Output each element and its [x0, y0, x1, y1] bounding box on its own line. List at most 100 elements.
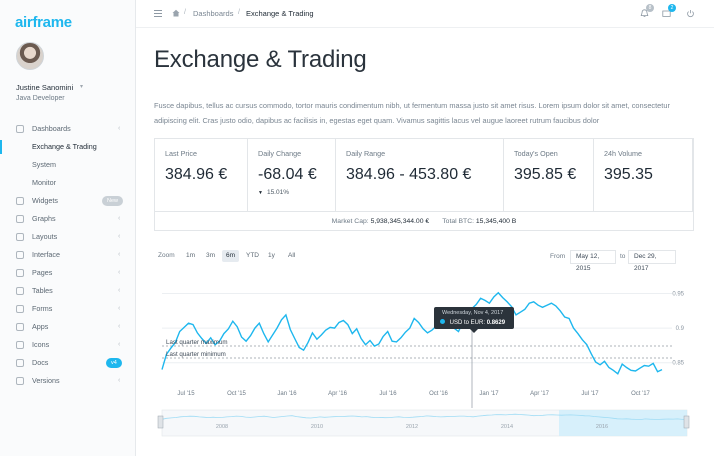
icons-icon [16, 341, 24, 349]
versions-icon [16, 377, 24, 385]
user-name[interactable]: Justine Sanomini [16, 83, 74, 92]
x-tick-label: Jul '16 [379, 391, 397, 397]
sidebar-item-interface[interactable]: Interface ‹ [0, 246, 136, 264]
zoom-3m-button[interactable]: 3m [206, 252, 216, 259]
sidebar-item-icons[interactable]: Icons ‹ [0, 336, 136, 354]
range-from-input[interactable]: May 12, 2015 [570, 250, 616, 272]
breadcrumb-dashboards[interactable]: Dashboards [193, 9, 234, 18]
sidebar-item-label: Pages [32, 268, 53, 277]
chevron-left-icon: ‹ [118, 377, 121, 384]
y-tick-label: 0.95 [672, 291, 684, 297]
navigator-year-label: 2016 [596, 424, 608, 430]
zoom-ytd-button[interactable]: YTD [246, 252, 259, 259]
stat-label: Today's Open [514, 149, 558, 158]
sidebar-item-label: Forms [32, 304, 53, 313]
home-icon[interactable] [172, 9, 180, 17]
sidebar-item-widgets[interactable]: Widgets New [0, 192, 136, 210]
stat-value: 395.35 [604, 166, 653, 183]
caret-down-icon: ▼ [258, 190, 263, 196]
sidebar-item-apps[interactable]: Apps ‹ [0, 318, 136, 336]
zoom-bar: Zoom 1m 3m 6m YTD 1y All [158, 250, 295, 262]
stat-value: 384.96 € [165, 166, 228, 183]
range-to-input[interactable]: Dec 29, 2017 [628, 250, 676, 272]
navigator-selection [559, 410, 687, 436]
stat-value: -68.04 € [258, 166, 317, 183]
sidebar-item-label: Dashboards [32, 124, 71, 133]
sidebar-item-tables[interactable]: Tables ‹ [0, 282, 136, 300]
breadcrumb-separator: / [184, 9, 186, 16]
sidebar-item-label: Monitor [32, 178, 56, 187]
tables-icon [16, 287, 24, 295]
total-btc-value: 15,345,400 B [475, 218, 517, 225]
stat-label: Last Price [165, 149, 197, 158]
zoom-1m-button[interactable]: 1m [186, 252, 196, 259]
chevron-left-icon: ‹ [118, 125, 121, 132]
zoom-label: Zoom [158, 252, 175, 259]
tooltip-value: 0.8629 [486, 320, 506, 326]
zoom-1y-button[interactable]: 1y [268, 252, 275, 259]
sidebar-item-label: Widgets [32, 196, 58, 205]
x-tick-label: Oct '17 [631, 391, 650, 397]
stat-change-percent-value: 15.01% [266, 189, 289, 196]
stat-value: 395.85 € [514, 166, 577, 183]
stat-daily-change: Daily Change -68.04 € ▼ 15.01% [248, 139, 336, 211]
navigator-year-label: 2008 [216, 424, 228, 430]
page-intro: Fusce dapibus, tellus ac cursus commodo,… [154, 101, 670, 125]
zoom-6m-button[interactable]: 6m [222, 250, 240, 262]
version-badge: v4 [106, 358, 122, 368]
x-tick-label: Apr '16 [328, 391, 347, 397]
sidebar-item-label: Icons [32, 340, 50, 349]
menu-icon[interactable] [154, 10, 162, 17]
power-icon[interactable] [686, 9, 695, 18]
sidebar-item-label: Exchange & Trading [32, 142, 97, 151]
navigator-year-label: 2012 [406, 424, 418, 430]
docs-icon [16, 359, 24, 367]
chevron-left-icon: ‹ [118, 305, 121, 312]
sidebar-item-dashboards[interactable]: Dashboards ‹ [0, 120, 136, 138]
user-role: Java Developer [16, 95, 65, 102]
home-icon [16, 125, 24, 133]
sidebar-item-layouts[interactable]: Layouts ‹ [0, 228, 136, 246]
sidebar-item-forms[interactable]: Forms ‹ [0, 300, 136, 318]
graphs-icon [16, 215, 24, 223]
new-badge: New [102, 196, 124, 206]
sidebar-item-exchange-trading[interactable]: Exchange & Trading [0, 138, 136, 156]
navigator-handle-right[interactable] [683, 415, 690, 429]
sidebar-item-system[interactable]: System [0, 156, 136, 174]
topbar: / Dashboards / Exchange & Trading 8 2 [136, 0, 714, 28]
zoom-all-button[interactable]: All [288, 252, 296, 259]
x-tick-label: Apr '17 [530, 391, 549, 397]
price-chart[interactable]: 2008 2010 2012 2014 2016 0.95 0.9 0.85 Last qua… [154, 268, 694, 440]
notifications-count: 8 [646, 4, 654, 12]
mail-icon[interactable] [662, 9, 671, 18]
series-line-usd-to-eur[interactable] [161, 291, 663, 375]
range-to-label: to [620, 253, 626, 260]
sidebar-item-docs[interactable]: Docs v4 [0, 354, 136, 372]
sidebar-item-monitor[interactable]: Monitor [0, 174, 136, 192]
stat-label: Daily Range [346, 149, 386, 158]
x-tick-label: Jan '17 [479, 391, 499, 397]
stat-todays-open: Today's Open 395.85 € [504, 139, 594, 211]
sidebar-item-graphs[interactable]: Graphs ‹ [0, 210, 136, 228]
plot-line-label: Last quarter minimum [166, 351, 226, 358]
navigator-series [161, 413, 688, 421]
chart-tooltip: Wednesday, Nov 4, 2017 USD to EUR: 0.862… [434, 307, 514, 333]
chevron-left-icon: ‹ [118, 215, 121, 222]
sidebar-item-label: System [32, 160, 56, 169]
chevron-down-icon[interactable]: ▾ [80, 84, 84, 90]
sidebar-item-versions[interactable]: Versions ‹ [0, 372, 136, 390]
sidebar-item-pages[interactable]: Pages ‹ [0, 264, 136, 282]
avatar[interactable] [16, 42, 44, 70]
y-tick-label: 0.9 [676, 326, 685, 332]
sidebar-item-label: Versions [32, 376, 60, 385]
navigator-handle-left[interactable] [157, 415, 164, 429]
brand-logo[interactable]: airframe [15, 14, 72, 31]
market-cap-value: 5,938,345,344.00 € [370, 218, 430, 225]
chevron-left-icon: ‹ [118, 233, 121, 240]
stat-last-price: Last Price 384.96 € [155, 139, 248, 211]
x-tick-label: Oct '16 [429, 391, 448, 397]
series-marker-icon [440, 319, 445, 324]
sidebar-item-label: Apps [32, 322, 49, 331]
page-title: Exchange & Trading [154, 46, 367, 73]
